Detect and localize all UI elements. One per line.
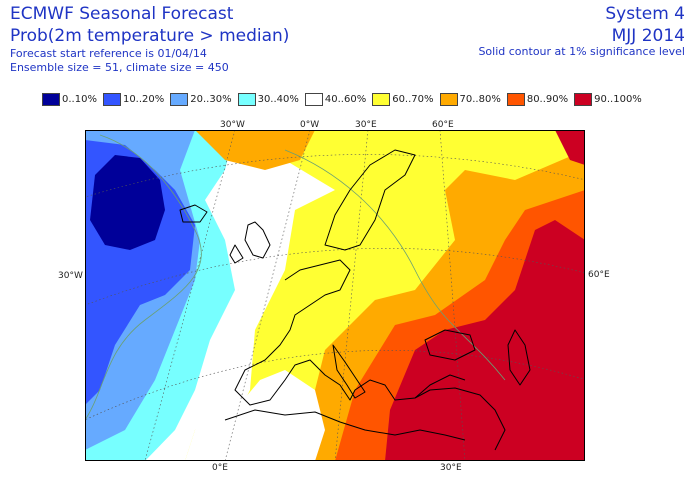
period-label: MJJ 2014 [611, 26, 685, 46]
legend-swatch [574, 92, 593, 106]
legend-swatch [506, 92, 525, 106]
lon-label-top: 60°E [432, 120, 454, 130]
system-label: System 4 [605, 4, 685, 24]
legend-label: 80..90% [526, 93, 569, 105]
legend-item: 30..40% [237, 92, 299, 106]
legend-label: 30..40% [257, 93, 299, 105]
coastline [179, 204, 208, 223]
graticule-line [334, 130, 369, 461]
coastline [224, 409, 466, 441]
graticule-line [85, 154, 585, 198]
probability-map [85, 130, 585, 461]
prob-region-40-60 [185, 370, 325, 461]
coastline [229, 244, 244, 264]
prob-region-90-100 [555, 130, 585, 165]
color-legend: 0..10% 10..20% 20..30% 30..40% 40..60% 6… [42, 92, 648, 106]
significance-contour [284, 149, 506, 381]
legend-item: 70..80% [439, 92, 501, 106]
legend-swatch [372, 92, 391, 106]
legend-item: 10..20% [102, 92, 165, 106]
legend-swatch [237, 92, 256, 106]
ensemble-size: Ensemble size = 51, climate size = 450 [10, 61, 229, 74]
legend-swatch [102, 92, 121, 106]
lon-label-right: 60°E [588, 270, 610, 280]
legend-item: 20..30% [170, 92, 232, 106]
significance-contour [85, 134, 202, 421]
legend-swatch [170, 92, 189, 106]
map-subtitle: Prob(2m temperature > median) [10, 26, 290, 46]
lon-label-top: 30°W [220, 120, 245, 130]
significance-note: Solid contour at 1% significance level [478, 45, 685, 58]
legend-label: 10..20% [122, 93, 165, 105]
forecast-start-reference: Forecast start reference is 01/04/14 [10, 47, 207, 60]
graticule-line [439, 130, 466, 461]
prob-region-0-10 [90, 155, 165, 250]
lon-label-top: 0°W [300, 120, 320, 130]
legend-label: 70..80% [459, 93, 501, 105]
map-title: ECMWF Seasonal Forecast [10, 4, 234, 24]
prob-region-70-80 [195, 130, 315, 170]
legend-item: 90..100% [574, 92, 642, 106]
legend-swatch [304, 92, 323, 106]
legend-label: 0..10% [62, 93, 97, 105]
legend-item: 60..70% [372, 92, 434, 106]
legend-item: 80..90% [506, 92, 569, 106]
lon-label-left: 30°W [58, 271, 83, 281]
legend-swatch [42, 92, 60, 106]
coastline [507, 329, 531, 386]
graticule-line [144, 130, 236, 461]
lon-label-top: 30°E [355, 120, 377, 130]
legend-item: 40..60% [304, 92, 367, 106]
legend-item: 0..10% [42, 92, 97, 106]
legend-label: 20..30% [190, 93, 232, 105]
lon-label-bottom: 30°E [440, 463, 462, 473]
legend-label: 60..70% [392, 93, 434, 105]
coastline [234, 259, 466, 406]
prob-region-90-100 [385, 220, 585, 461]
coastline [324, 149, 416, 251]
coastline [414, 387, 506, 451]
legend-label: 90..100% [594, 93, 642, 105]
lon-label-bottom: 0°E [212, 463, 228, 473]
coastline [424, 329, 476, 361]
map-frame [85, 130, 585, 461]
legend-label: 40..60% [324, 93, 367, 105]
coastline [244, 221, 271, 259]
coastline [332, 344, 366, 399]
graticule-line [85, 350, 585, 421]
legend-swatch [439, 92, 458, 106]
graticule-line [224, 130, 311, 461]
